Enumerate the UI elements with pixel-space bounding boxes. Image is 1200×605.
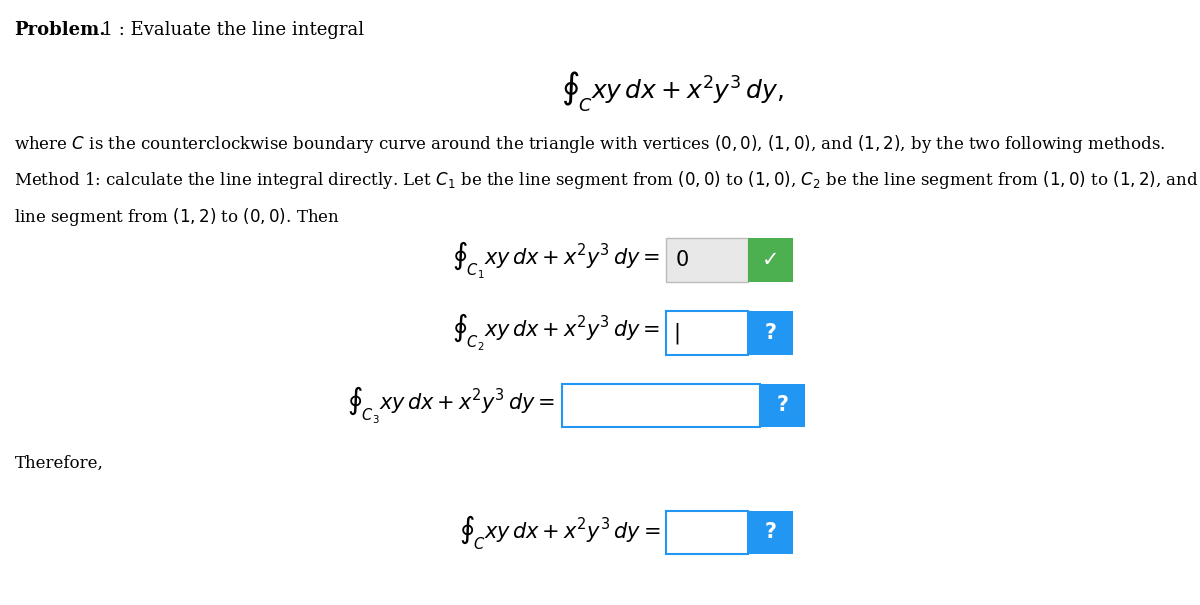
Text: $\oint_{C} xy\,dx + x^2y^3\,dy = $: $\oint_{C} xy\,dx + x^2y^3\,dy = $ [458,513,660,552]
Text: $\oint_C xy\,dx + x^2y^3\,dy,$: $\oint_C xy\,dx + x^2y^3\,dy,$ [560,70,784,114]
Bar [748,311,793,355]
Text: ?: ? [776,395,788,416]
Text: where $C$ is the counterclockwise boundary curve around the triangle with vertic: where $C$ is the counterclockwise bounda… [14,133,1166,155]
Bar [666,311,748,355]
Text: Method 1: calculate the line integral directly. Let $C_1$ be the line segment fr: Method 1: calculate the line integral di… [14,169,1200,191]
Bar [562,384,760,427]
Text: 0: 0 [676,250,689,270]
Text: ?: ? [764,322,776,343]
Text: Problem.: Problem. [14,21,106,39]
Text: |: | [673,322,680,344]
Bar [666,511,748,554]
Text: $\oint_{C_3} xy\,dx + x^2y^3\,dy = $: $\oint_{C_3} xy\,dx + x^2y^3\,dy = $ [347,385,556,426]
Text: Therefore,: Therefore, [14,455,103,472]
Text: $\oint_{C_2} xy\,dx + x^2y^3\,dy = $: $\oint_{C_2} xy\,dx + x^2y^3\,dy = $ [451,312,660,353]
Bar [666,238,748,282]
Bar [748,238,793,282]
Bar [760,384,805,427]
Text: ✓: ✓ [762,250,779,270]
Bar [748,511,793,554]
Text: ?: ? [764,522,776,543]
Text: $\oint_{C_1} xy\,dx + x^2y^3\,dy = $: $\oint_{C_1} xy\,dx + x^2y^3\,dy = $ [451,240,660,281]
Text: line segment from $(1,2)$ to $(0,0)$. Then: line segment from $(1,2)$ to $(0,0)$. Th… [14,206,341,227]
Text: 1 : Evaluate the line integral: 1 : Evaluate the line integral [90,21,364,39]
